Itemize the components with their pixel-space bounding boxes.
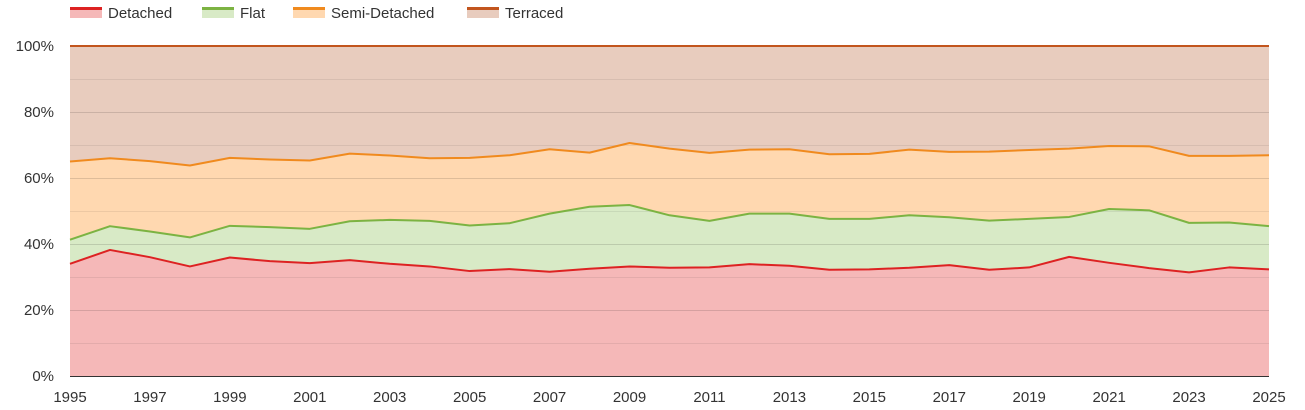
series-lines [69, 45, 1270, 274]
x-tick-label: 2025 [1252, 389, 1285, 406]
x-tick-label: 2007 [533, 389, 566, 406]
legend-label: Semi-Detached [331, 5, 434, 22]
y-tick-label: 20% [24, 302, 54, 319]
x-tick-label: 2011 [693, 389, 725, 406]
legend-swatch [70, 7, 102, 18]
x-axis: 1995 1997 1999 2001 2003 2005 2007 2009 2011 2013… [53, 376, 1286, 406]
y-tick-label: 0% [32, 368, 54, 385]
legend-item-detached[interactable]: Detached [70, 5, 172, 22]
line-semi-detached [69, 142, 1270, 167]
legend-swatch-line [467, 7, 499, 10]
gridlines [70, 79, 1269, 344]
line-flat [69, 204, 1270, 241]
legend-swatch-line [70, 7, 102, 10]
legend-swatch [467, 7, 499, 18]
x-tick-label: 2005 [453, 389, 486, 406]
x-tick-label: 1995 [53, 389, 86, 406]
legend-swatch [293, 7, 325, 18]
legend-label: Terraced [505, 5, 563, 22]
area-detached [70, 249, 1269, 376]
x-tick-label: 2019 [1013, 389, 1046, 406]
x-tick-label: 2009 [613, 389, 646, 406]
y-tick-label: 80% [24, 104, 54, 121]
x-tick-label: 2017 [933, 389, 966, 406]
x-tick-label: 2001 [293, 389, 326, 406]
area-semi-detached [70, 143, 1269, 240]
x-tick-label: 1997 [133, 389, 166, 406]
x-tick-label: 2023 [1172, 389, 1205, 406]
legend-item-flat[interactable]: Flat [202, 5, 266, 22]
y-tick-label: 40% [24, 236, 54, 253]
area-terraced [70, 46, 1269, 166]
x-tick-label: 2013 [773, 389, 806, 406]
legend-label: Detached [108, 5, 172, 22]
legend-swatch [202, 7, 234, 18]
legend-item-semi-detached[interactable]: Semi-Detached [293, 5, 434, 22]
legend-swatch-line [202, 7, 234, 10]
x-tick-label: 1999 [213, 389, 246, 406]
legend-item-terraced[interactable]: Terraced [467, 5, 563, 22]
x-tick-label: 2015 [853, 389, 886, 406]
y-axis: 0% 20% 40% 60% 80% 100% [16, 38, 54, 385]
area-flat [70, 205, 1269, 273]
legend-swatch-line [293, 7, 325, 10]
x-tick-label: 2003 [373, 389, 406, 406]
legend: Detached Flat Semi-Detached Terraced [70, 5, 563, 22]
legend-label: Flat [240, 5, 266, 22]
plot-area [70, 46, 1269, 376]
line-detached [69, 248, 1270, 274]
y-tick-label: 100% [16, 38, 54, 55]
x-tick-label: 2021 [1092, 389, 1125, 406]
y-tick-label: 60% [24, 170, 54, 187]
